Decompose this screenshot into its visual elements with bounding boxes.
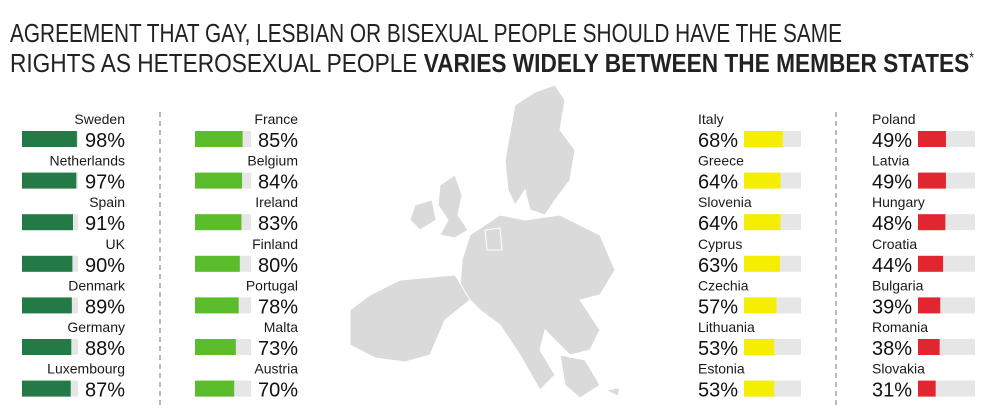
value-label: 38% [872, 338, 912, 360]
bar [744, 131, 783, 147]
title-emphasis: VARIES WIDELY BETWEEN THE MEMBER STATES [424, 48, 969, 78]
country-label: Cyprus [698, 236, 742, 252]
value-label: 87% [85, 380, 125, 402]
value-label: 57% [698, 296, 738, 318]
bar [744, 297, 777, 314]
title-note: * [969, 49, 974, 65]
bar [195, 297, 239, 314]
bar [195, 380, 235, 397]
value-label: 31% [872, 380, 912, 402]
bar [918, 214, 946, 231]
country-label: Bulgaria [872, 277, 924, 293]
bar [22, 339, 72, 355]
country-label: Slovenia [698, 194, 752, 210]
value-label: 98% [85, 130, 125, 152]
bar [195, 339, 236, 355]
country-label: Lithuania [698, 319, 755, 335]
country-label: Belgium [247, 153, 298, 169]
bar [22, 380, 71, 397]
country-label: Greece [698, 153, 744, 169]
bar [195, 131, 243, 147]
value-label: 73% [258, 338, 298, 360]
country-label: Denmark [68, 277, 126, 293]
value-label: 91% [85, 213, 125, 235]
country-label: Luxembourg [47, 361, 125, 377]
bar [22, 297, 72, 314]
value-label: 49% [872, 172, 912, 194]
country-label: Spain [89, 194, 125, 210]
bar [22, 255, 73, 272]
value-label: 48% [872, 213, 912, 235]
country-label: Portugal [246, 277, 298, 293]
bar [918, 255, 944, 272]
bar [744, 339, 775, 355]
country-label: Finland [252, 236, 298, 252]
country-label: Czechia [698, 277, 749, 293]
country-label: Latvia [872, 153, 910, 169]
value-label: 97% [85, 172, 125, 194]
country-label: Sweden [74, 111, 125, 127]
value-label: 49% [872, 130, 912, 152]
country-label: Estonia [698, 361, 745, 377]
value-label: 53% [698, 338, 738, 360]
europe-map [349, 84, 621, 399]
value-label: 64% [698, 213, 738, 235]
value-label: 78% [258, 296, 298, 318]
bar [918, 131, 946, 147]
country-label: Germany [67, 319, 125, 335]
country-label: France [254, 111, 298, 127]
country-label: UK [106, 236, 126, 252]
country-label: Ireland [255, 194, 298, 210]
bar [22, 214, 73, 231]
bar [918, 380, 936, 397]
bar [918, 297, 941, 314]
bar [22, 131, 77, 147]
country-label: Romania [872, 319, 928, 335]
value-label: 53% [698, 380, 738, 402]
value-label: 89% [85, 296, 125, 318]
value-label: 70% [258, 380, 298, 402]
value-label: 44% [872, 255, 912, 277]
bar [744, 380, 775, 397]
country-label: Austria [254, 361, 298, 377]
value-label: 68% [698, 130, 738, 152]
value-label: 90% [85, 255, 125, 277]
value-label: 63% [698, 255, 738, 277]
value-label: 64% [698, 172, 738, 194]
bar [744, 214, 781, 231]
bar [195, 214, 242, 231]
title-line: RIGHTS AS HETEROSEXUAL PEOPLE VARIES WID… [10, 48, 974, 78]
value-label: 39% [872, 296, 912, 318]
bar [918, 172, 946, 189]
title-line: AGREEMENT THAT GAY, LESBIAN OR BISEXUAL … [10, 18, 842, 48]
country-label: Slovakia [872, 361, 925, 377]
bar [744, 172, 781, 189]
country-label: Croatia [872, 236, 917, 252]
bar [195, 255, 240, 272]
title-text: RIGHTS AS HETEROSEXUAL PEOPLE [10, 48, 417, 78]
country-label: Malta [264, 319, 298, 335]
value-label: 85% [258, 130, 298, 152]
bar [744, 255, 780, 272]
country-label: Italy [698, 111, 724, 127]
value-label: 80% [258, 255, 298, 277]
value-label: 83% [258, 213, 298, 235]
value-label: 84% [258, 172, 298, 194]
value-label: 88% [85, 338, 125, 360]
bar [195, 172, 243, 189]
country-label: Netherlands [50, 153, 126, 169]
bar [22, 172, 77, 189]
bar [918, 339, 940, 355]
country-label: Poland [872, 111, 916, 127]
country-label: Hungary [872, 194, 925, 210]
